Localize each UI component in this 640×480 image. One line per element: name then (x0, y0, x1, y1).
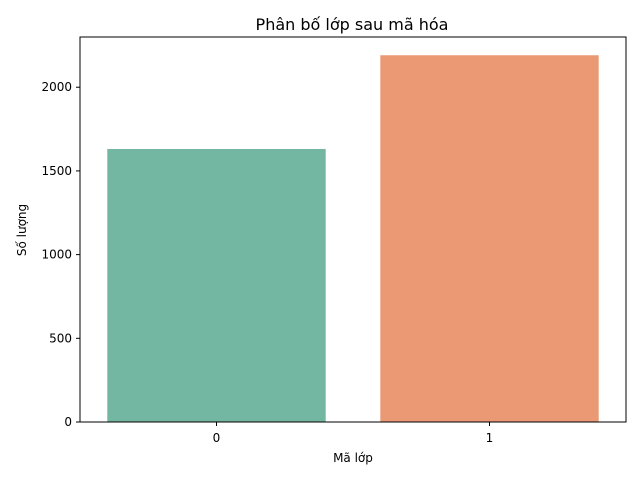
y-tick-label: 1500 (41, 164, 72, 178)
chart-title: Phân bố lớp sau mã hóa (256, 15, 449, 34)
bar-0 (107, 148, 326, 422)
y-tick-label: 500 (49, 331, 72, 345)
y-tick-label: 1000 (41, 248, 72, 262)
bar-1 (380, 55, 599, 422)
plot-frame (79, 36, 627, 423)
y-axis: 0 500 1000 1500 2000 (41, 80, 80, 429)
bars (107, 55, 599, 422)
y-tick-label: 0 (64, 415, 72, 429)
x-tick-label: 0 (213, 431, 221, 445)
x-tick-label: 1 (486, 431, 494, 445)
y-tick-label: 2000 (41, 80, 72, 94)
y-axis-label: Số lượng (15, 204, 29, 256)
x-axis-label: Mã lớp (333, 451, 373, 465)
